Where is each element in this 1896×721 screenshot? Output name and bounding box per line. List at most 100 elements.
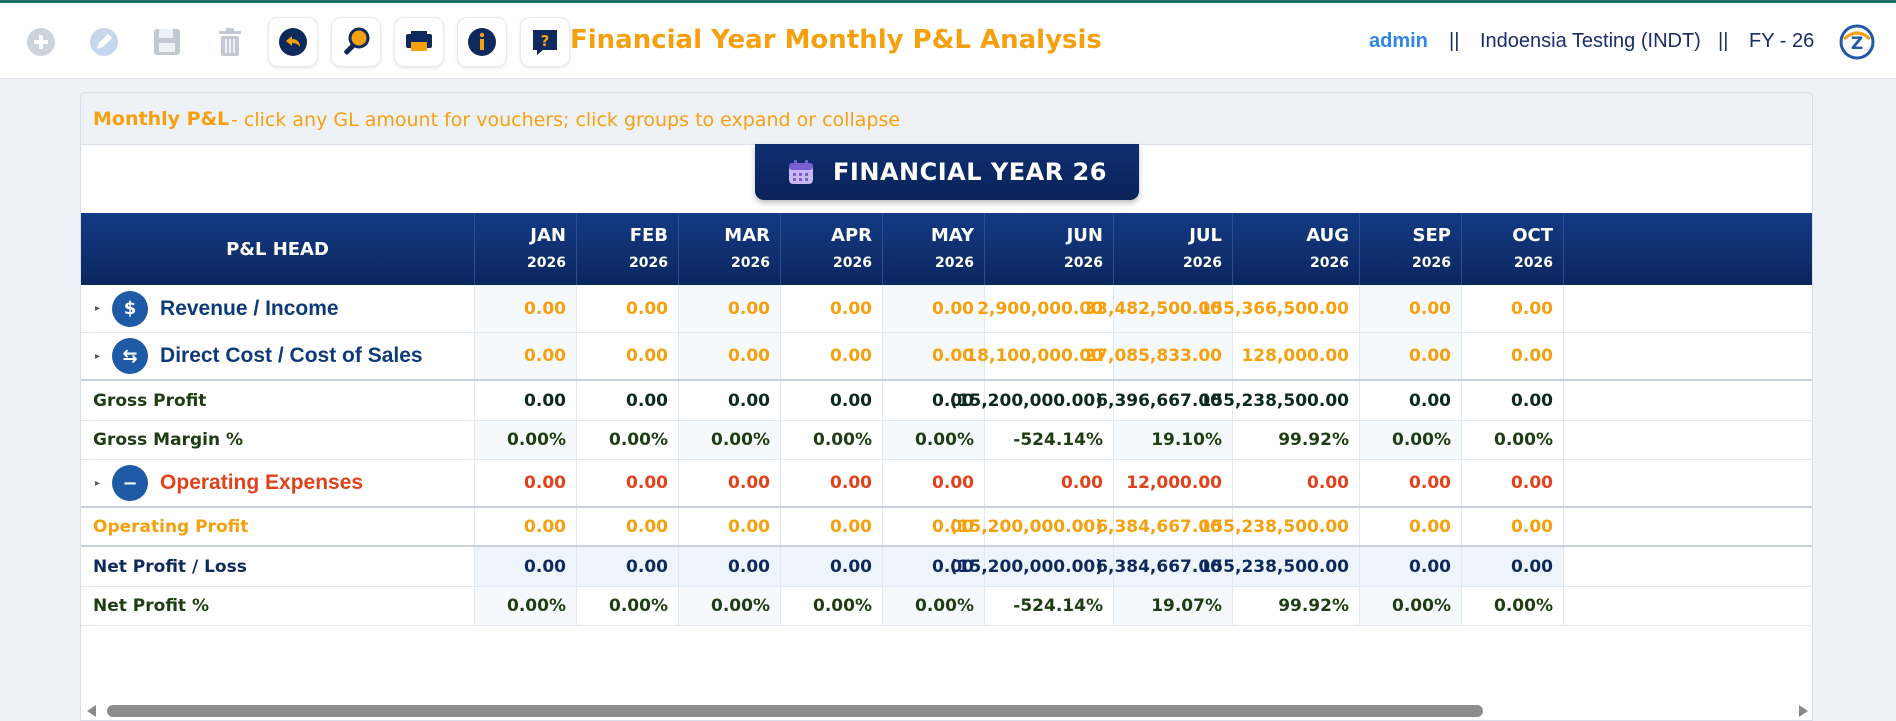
summary-label: Net Profit % [93, 596, 210, 616]
amount-cell[interactable]: 0.00 [679, 285, 781, 332]
delete-button[interactable] [205, 17, 255, 67]
amount-cell: 0.00 [883, 547, 985, 586]
expand-caret-icon[interactable]: ▸ [95, 303, 101, 314]
scroll-left-icon[interactable] [87, 705, 96, 717]
year-label: 2026 [1183, 255, 1222, 271]
amount-cell: 6,384,667.00 [1096, 508, 1233, 545]
amount-cell[interactable]: 0.00 [1233, 460, 1360, 506]
amount-cell: 0.00% [1462, 421, 1564, 459]
amount-cell[interactable]: 0.00 [883, 460, 985, 506]
amount-cell[interactable]: 0.00 [781, 460, 883, 506]
amount-cell: 0.00 [577, 381, 679, 420]
info-button[interactable] [457, 17, 507, 67]
row-head: Net Profit % [81, 587, 475, 625]
month-label: APR [831, 225, 872, 246]
amount-cell: -524.14% [985, 421, 1114, 459]
group-label: Revenue / Income [160, 296, 339, 320]
row-head: Gross Margin % [81, 421, 475, 459]
amount-cell: 155,238,500.00 [1200, 547, 1360, 586]
row-head: Operating Profit [81, 508, 475, 545]
amount-cell[interactable]: 0.00 [679, 333, 781, 379]
table-row-revenue-income[interactable]: ▸ $ Revenue / Income 0.00 0.00 0.00 0.00 0.00 2,… [81, 285, 1812, 333]
scroll-thumb[interactable] [107, 705, 1483, 717]
row-head[interactable]: ▸ − Operating Expenses [81, 460, 475, 506]
add-button[interactable] [16, 17, 66, 67]
amount-cell[interactable]: 155,366,500.00 [1200, 285, 1360, 332]
month-label: MAR [724, 225, 770, 246]
amount-cell[interactable]: 0.00 [1360, 460, 1462, 506]
exchange-icon: ⇆ [112, 338, 149, 374]
amount-cell[interactable]: 2,900,000.00 [977, 285, 1114, 332]
group-label: Operating Expenses [160, 471, 364, 494]
amount-cell[interactable]: 12,000.00 [1114, 460, 1233, 506]
amount-cell[interactable]: 0.00 [475, 460, 577, 506]
amount-cell[interactable]: 0.00 [1462, 333, 1564, 379]
table-row-direct-cost-cost-of-sales[interactable]: ▸ ⇆ Direct Cost / Cost of Sales 0.00 0.00 0.0… [81, 333, 1812, 381]
month-label: OCT [1512, 225, 1553, 246]
amount-cell[interactable]: 18,100,000.00 [965, 333, 1114, 379]
column-header-jun: JUN 2026 [985, 213, 1114, 285]
search-button[interactable] [331, 17, 381, 67]
amount-cell[interactable]: 0.00 [577, 333, 679, 379]
back-button[interactable] [268, 17, 318, 67]
summary-label: Gross Margin % [93, 430, 243, 450]
amount-cell[interactable]: 0.00 [781, 285, 883, 332]
dollar-icon: $ [112, 290, 149, 327]
amount-cell: 6,384,667.00 [1096, 547, 1233, 586]
amount-cell[interactable]: 33,482,500.00 [1084, 285, 1233, 332]
info-icon [468, 28, 496, 56]
amount-cell: -524.14% [985, 587, 1114, 625]
month-label: SEP [1412, 225, 1451, 246]
month-label: JUN [1066, 225, 1103, 246]
row-head[interactable]: ▸ $ Revenue / Income [81, 285, 475, 332]
horizontal-scrollbar[interactable] [81, 700, 1812, 720]
help-button[interactable]: ? [520, 17, 570, 67]
amount-cell: 0.00 [1462, 547, 1564, 586]
group-label: Direct Cost / Cost of Sales [160, 344, 423, 367]
amount-cell[interactable]: 0.00 [781, 333, 883, 379]
amount-cell: 19.07% [1114, 587, 1233, 625]
amount-cell: 0.00% [883, 421, 985, 459]
amount-cell[interactable]: 0.00 [1462, 460, 1564, 506]
amount-cell[interactable]: 0.00 [577, 460, 679, 506]
save-icon [154, 29, 180, 55]
amount-cell[interactable]: 0.00 [1462, 285, 1564, 332]
expand-caret-icon[interactable]: ▸ [95, 350, 101, 362]
amount-cell[interactable]: 128,000.00 [1233, 333, 1360, 379]
calendar-icon [789, 160, 814, 184]
column-header-apr: APR 2026 [781, 213, 883, 285]
column-header-pl-head: P&L HEAD [81, 213, 475, 285]
table-row-operating-expenses[interactable]: ▸ − Operating Expenses 0.00 0.00 0.00 0.00 0.00… [81, 460, 1812, 508]
amount-cell[interactable]: 0.00 [1360, 333, 1462, 379]
amount-cell[interactable]: 0.00 [475, 333, 577, 379]
amount-cell[interactable]: 0.00 [883, 285, 985, 332]
amount-cell: 155,238,500.00 [1200, 508, 1360, 545]
panel-title: Monthly P&L [93, 108, 230, 130]
print-button[interactable] [394, 17, 444, 67]
save-button[interactable] [142, 17, 192, 67]
edit-button[interactable] [79, 17, 129, 67]
row-head: Gross Profit [81, 381, 475, 420]
add-icon [27, 28, 55, 56]
amount-cell[interactable]: 27,085,833.00 [1084, 333, 1233, 379]
amount-cell[interactable]: 0.00 [577, 285, 679, 332]
year-label: 2026 [1064, 255, 1103, 271]
amount-cell: 0.00 [1462, 381, 1564, 420]
month-label: JUL [1189, 225, 1222, 246]
app-logo-icon[interactable]: Z [1838, 23, 1876, 61]
amount-cell: 0.00% [883, 587, 985, 625]
amount-cell[interactable]: 0.00 [1360, 285, 1462, 332]
row-head[interactable]: ▸ ⇆ Direct Cost / Cost of Sales [81, 333, 475, 379]
amount-cell[interactable]: 0.00 [475, 285, 577, 332]
expand-caret-icon[interactable]: ▸ [95, 477, 101, 489]
amount-cell[interactable]: 0.00 [985, 460, 1114, 506]
amount-cell: 0.00 [475, 508, 577, 545]
amount-cell: 0.00 [679, 508, 781, 545]
delete-icon [219, 28, 241, 56]
user-name[interactable]: admin [1369, 30, 1428, 52]
year-label: 2026 [1310, 255, 1349, 271]
column-header-oct: OCT 2026 [1462, 213, 1564, 285]
amount-cell[interactable]: 0.00 [883, 333, 985, 379]
amount-cell[interactable]: 0.00 [679, 460, 781, 506]
scroll-right-icon[interactable] [1799, 705, 1808, 717]
